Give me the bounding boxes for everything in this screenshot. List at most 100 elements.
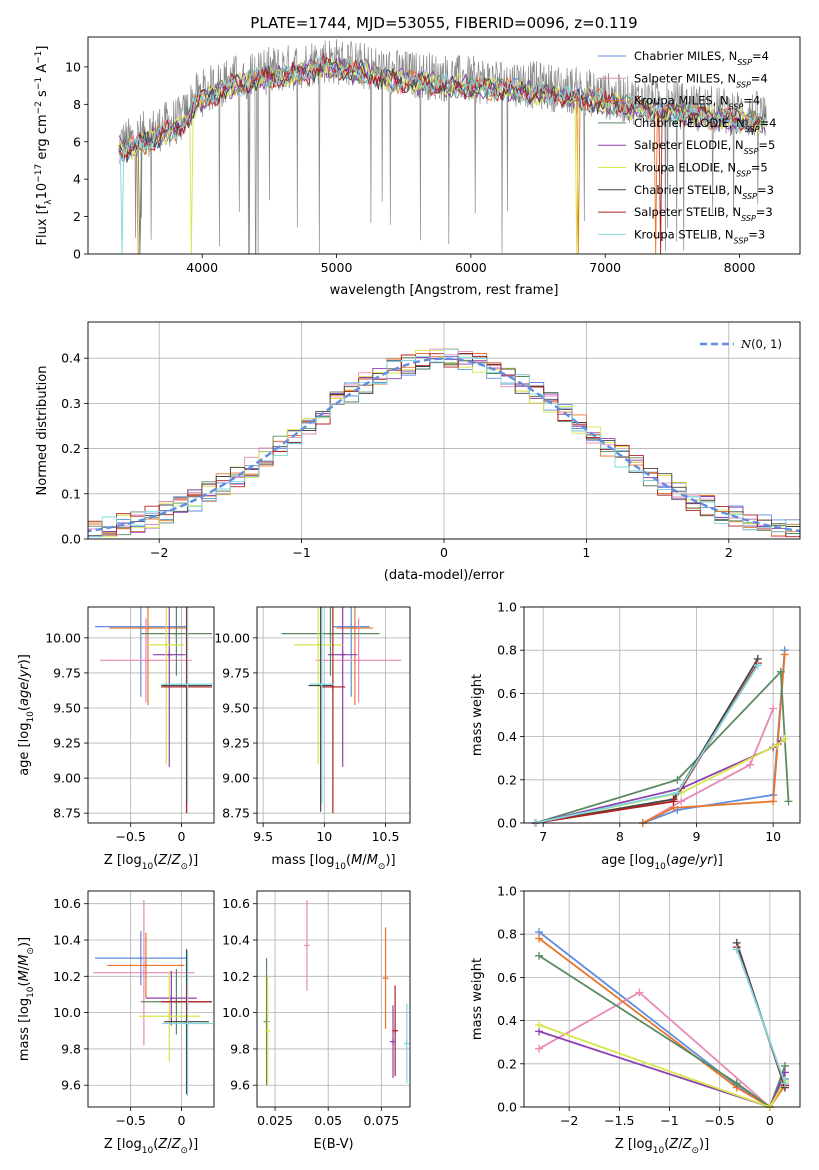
x-tick-label: 4000 <box>186 260 218 275</box>
errorbar-point <box>147 607 185 765</box>
x-tick-label: 9.5 <box>253 829 273 844</box>
x-tick-label: −0.5 <box>115 1113 145 1128</box>
weight-marker <box>635 988 644 997</box>
weight_vs_Z-series <box>535 928 789 1111</box>
errorbar-point <box>162 950 213 1097</box>
x-tick-label: −1.5 <box>604 1113 634 1128</box>
x-tick-label: −2 <box>560 1113 578 1128</box>
errorbar-point <box>382 927 389 1029</box>
errorbar-point <box>107 932 185 999</box>
legend-entry: Kroupa ELODIE, NSSP=5 <box>634 161 768 179</box>
y-axis-label: Flux [fλ10−17 erg cm−2 s−1 A−1] <box>34 46 54 246</box>
legend-entry: Kroupa STELIB, NSSP=3 <box>634 227 765 245</box>
y-tick-label: 0.4 <box>497 1013 517 1028</box>
y-tick-label: 0.0 <box>497 1100 517 1115</box>
y-tick-label: 10.0 <box>222 1005 250 1020</box>
y-tick-label: 6 <box>73 134 81 149</box>
errorbar-point <box>293 607 343 765</box>
spectrum-axes: 4000 5000 6000 7000 8000 0 2 4 6 8 10 <box>65 59 755 275</box>
y-tick-label: 0.0 <box>497 816 517 831</box>
errorbar-point <box>403 1003 410 1084</box>
legend-entry: Chabrier STELIB, NSSP=3 <box>634 183 774 201</box>
mass_vs_Z-frame <box>87 890 215 1108</box>
x-tick-label: −1 <box>660 1113 678 1128</box>
y-axis-label: age [log10(age/yr)] <box>17 654 36 776</box>
x-axis-label: mass [log10(M/M⊙)] <box>271 853 395 872</box>
x-tick-label: 0 <box>178 1113 186 1128</box>
x-tick-label: 9 <box>693 829 701 844</box>
y-tick-label: 10.2 <box>53 969 81 984</box>
x-tick-label: 1 <box>582 545 590 560</box>
weight-series-line <box>538 937 786 1109</box>
y-tick-label: 0.6 <box>497 970 517 985</box>
x-tick-label: −2 <box>150 545 168 560</box>
residual-histograms <box>88 348 800 538</box>
spectrum-legend: Chabrier MILES, NSSP=4 Salpeter MILES, NS… <box>598 49 776 245</box>
x-tick-label: 0.025 <box>257 1113 293 1128</box>
y-tick-label: 10.2 <box>222 969 250 984</box>
y-tick-label: 4 <box>73 172 81 187</box>
weight-marker <box>780 1068 789 1077</box>
y-tick-label: 0.2 <box>61 441 81 456</box>
y-tick-label: 1.0 <box>497 884 517 899</box>
y-tick-label: 8 <box>73 97 81 112</box>
x-tick-label: 0 <box>178 829 186 844</box>
errorbar-point <box>161 607 212 814</box>
weight-series-line <box>642 654 786 824</box>
errorbar-point <box>161 983 212 1020</box>
y-tick-label: 1.0 <box>497 600 517 615</box>
y-axis-label: mass weight <box>470 674 485 756</box>
weight-marker <box>746 760 755 769</box>
weight-series-line <box>538 931 786 1109</box>
weight-marker <box>780 734 789 743</box>
weight_vs_age-axes: 7 8 9 10 0.0 0.2 0.4 0.6 0.8 1.0 <box>497 600 800 844</box>
weight-series-line <box>642 708 775 824</box>
weight-marker <box>753 661 762 670</box>
y-tick-label: 9.00 <box>53 771 81 786</box>
model-spectrum-line <box>118 55 766 254</box>
x-tick-label: 8 <box>616 829 624 844</box>
x-tick-label: 7000 <box>589 260 621 275</box>
legend-entry: Salpeter MILES, NSSP=4 <box>634 71 768 89</box>
y-tick-label: 9.75 <box>53 665 81 680</box>
y-tick-label: 10.4 <box>53 933 81 948</box>
errorbar-point <box>281 607 380 676</box>
weight-series-line <box>735 948 786 1084</box>
residuals-axes: −2 −1 0 1 2 0.0 0.1 0.2 0.3 0.4 <box>61 322 800 560</box>
y-tick-label: 0.8 <box>497 927 517 942</box>
model-spectrum-line <box>118 58 766 163</box>
y-tick-label: 0.6 <box>497 686 517 701</box>
x-axis-label: Z [log10(Z/Z⊙)] <box>615 1137 709 1156</box>
x-tick-label: 8000 <box>724 260 756 275</box>
spectrum-lines <box>118 39 767 254</box>
age_vs_mass-points <box>281 607 402 814</box>
y-tick-label: 0 <box>73 247 81 262</box>
weight-marker <box>769 797 778 806</box>
model-spectrum-line <box>118 53 766 254</box>
weight-series-line <box>535 738 786 824</box>
x-axis-label: Z [log10(Z/Z⊙)] <box>104 1137 198 1156</box>
y-tick-label: 10.00 <box>214 630 250 645</box>
y-tick-label: 10.6 <box>53 896 81 911</box>
errorbar-point <box>332 607 370 697</box>
y-tick-label: 0.8 <box>497 643 517 658</box>
weight-marker <box>773 741 781 750</box>
x-tick-label: 0 <box>766 1113 774 1128</box>
age_vs_mass-axes: 9.5 10 10.5 8.75 9.00 9.25 9.50 9.75 10.00 <box>214 607 410 844</box>
x-axis-label: wavelength [Angstrom, rest frame] <box>330 283 559 298</box>
weight-series-line <box>538 955 786 1109</box>
weight-marker <box>535 951 544 960</box>
weight-marker <box>535 1020 544 1029</box>
legend-entry: Kroupa MILES, NSSP=4 <box>634 94 760 112</box>
y-tick-label: 8.75 <box>53 806 81 821</box>
weight-marker <box>780 1079 789 1088</box>
x-tick-label: 0.05 <box>314 1113 342 1128</box>
x-tick-label: 2 <box>725 545 733 560</box>
y-tick-label: 0.4 <box>497 729 517 744</box>
errorbar-point <box>162 607 213 804</box>
y-tick-label: 9.8 <box>230 1041 250 1056</box>
y-tick-label: 9.00 <box>222 771 250 786</box>
errorbar-point <box>145 970 197 1026</box>
x-tick-label: 7 <box>539 829 547 844</box>
